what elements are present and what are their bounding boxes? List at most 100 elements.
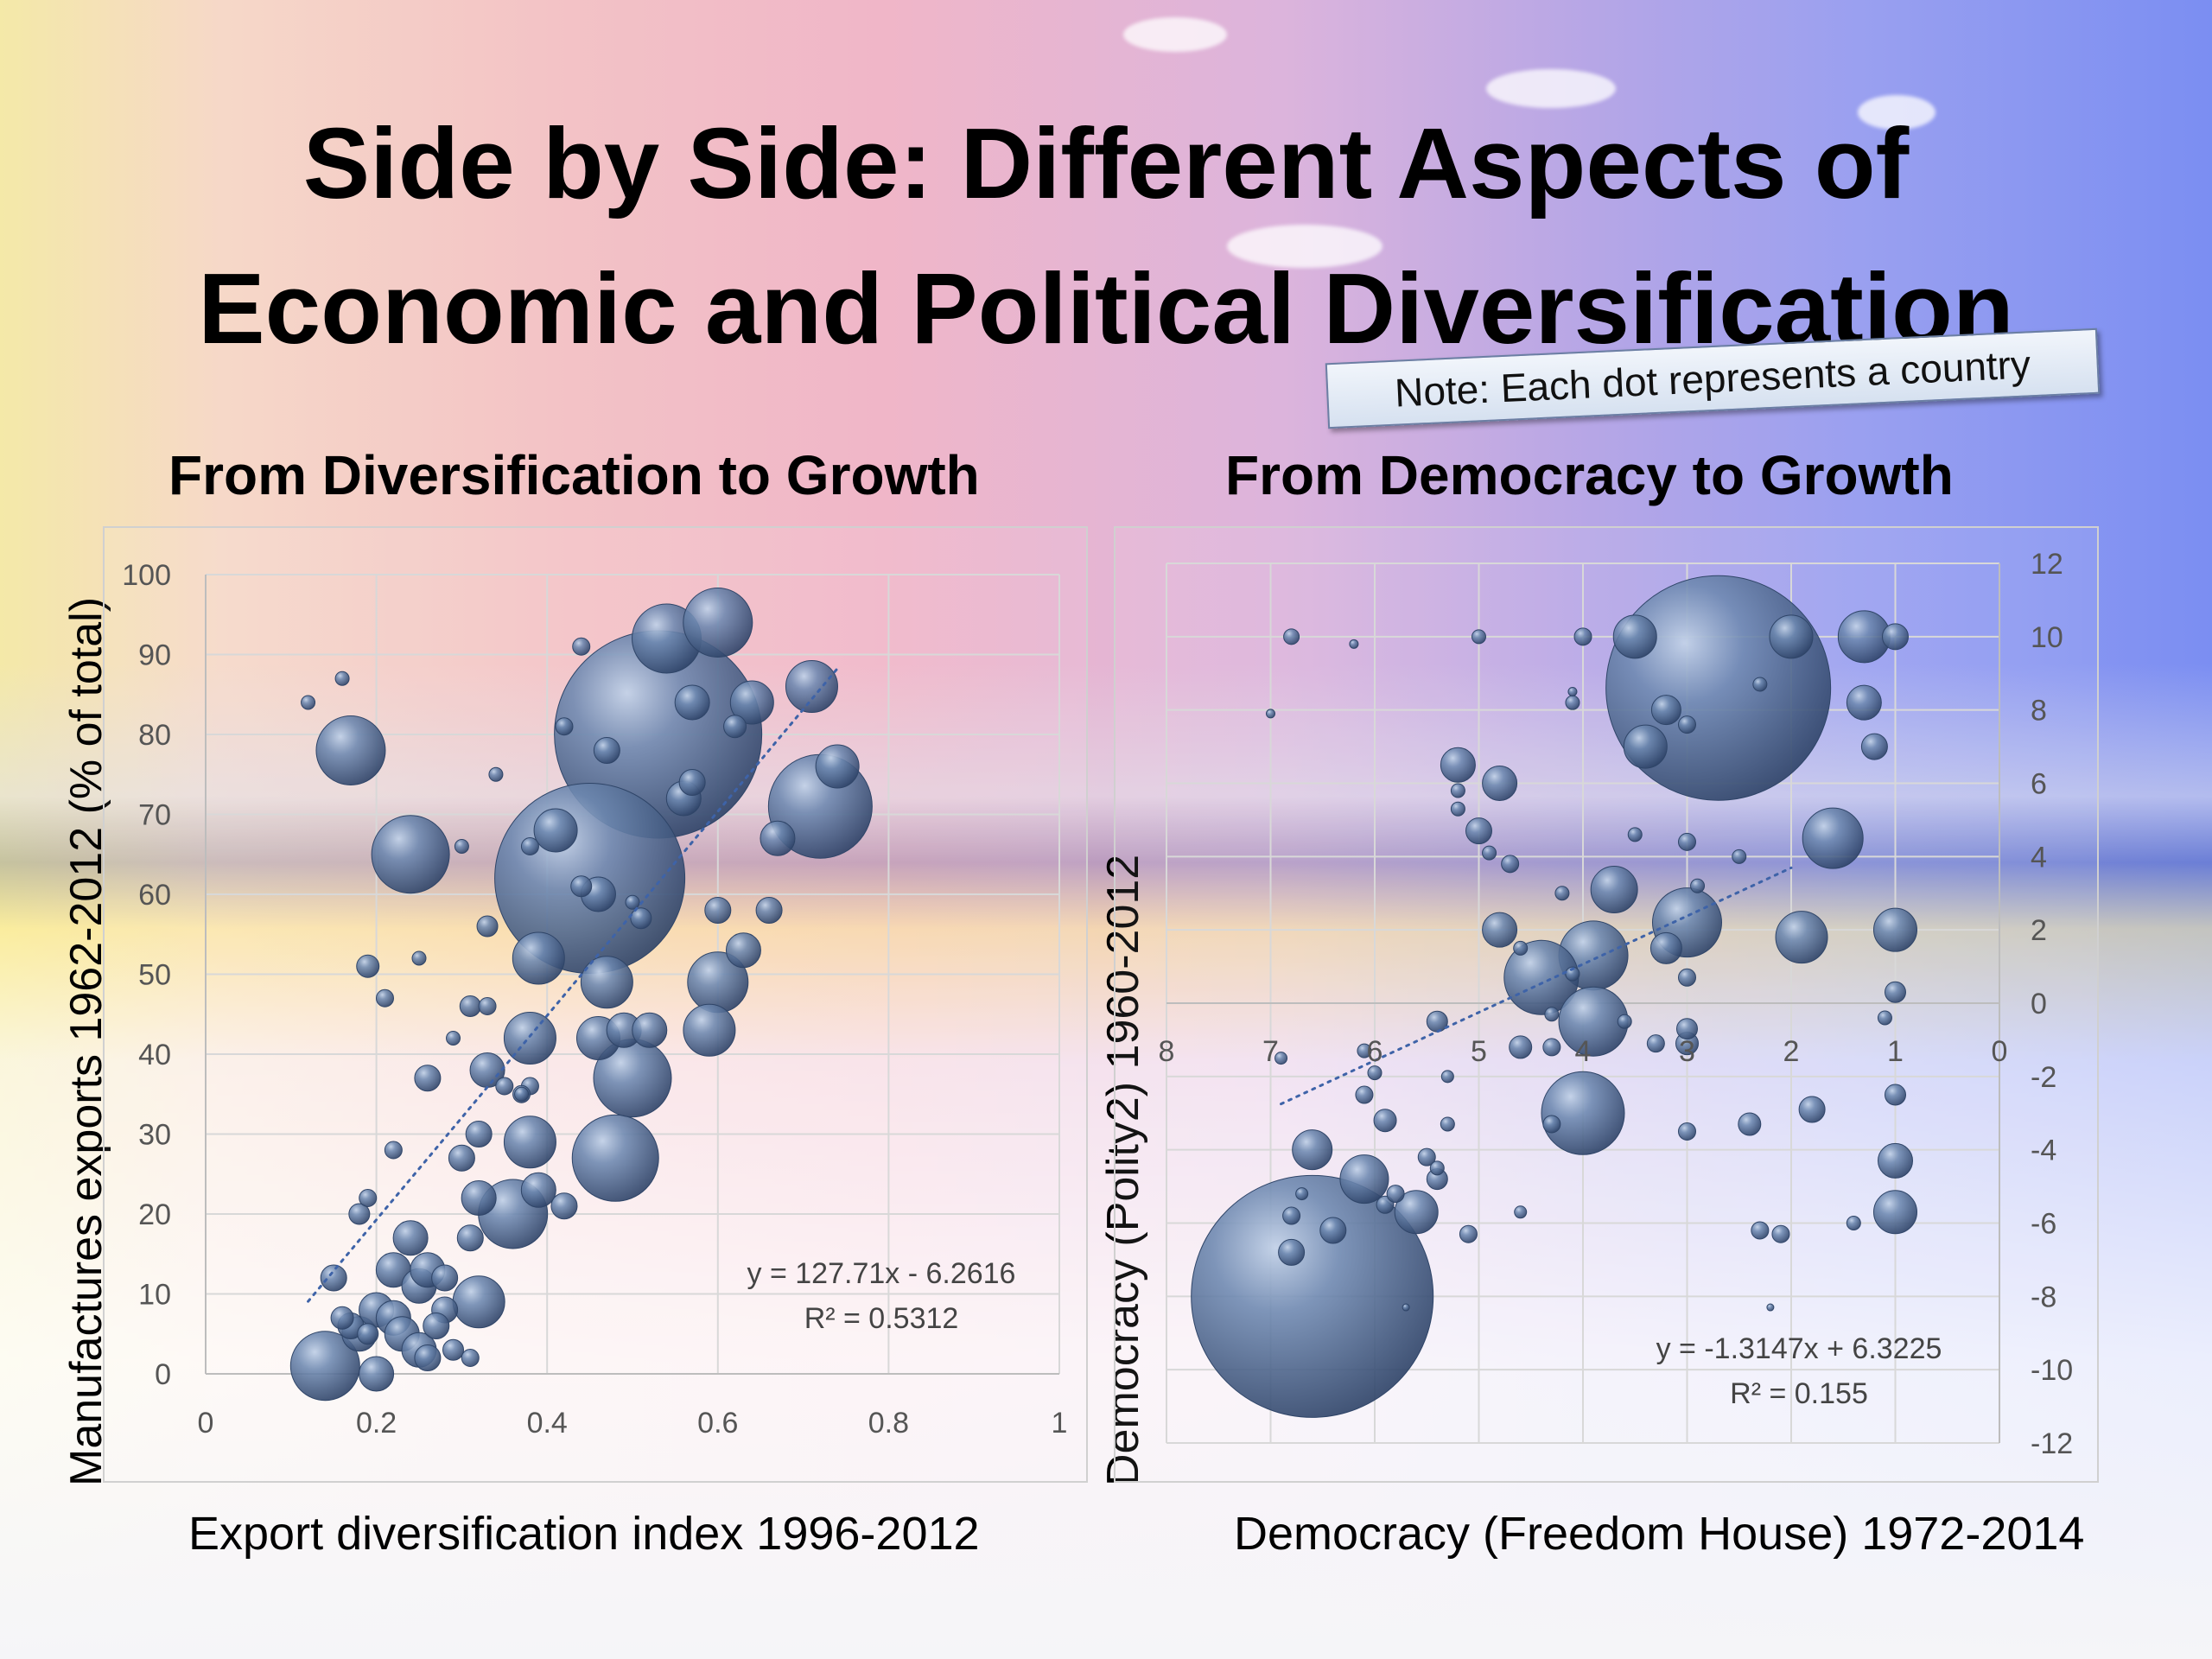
data-bubble [411, 950, 427, 966]
x-tick-label: 0 [198, 1407, 214, 1440]
trend-r-squared: R² = 0.155 [1730, 1377, 1868, 1410]
y-tick-label: 0 [155, 1358, 171, 1391]
data-bubble [334, 671, 350, 686]
data-bubble [1440, 1070, 1454, 1084]
x-tick-label: 0.8 [868, 1407, 909, 1440]
y-tick-label: 70 [138, 799, 171, 832]
y-tick-label: -2 [2031, 1061, 2056, 1094]
x-tick-label: 3 [1679, 1035, 1695, 1068]
title-line-1: Side by Side: Different Aspects of [302, 107, 1910, 219]
data-bubble [1429, 1160, 1445, 1176]
data-bubble [442, 1338, 465, 1361]
right-chart-xlabel: Democracy (Freedom House) 1972-2014 [1234, 1508, 2085, 1560]
data-bubble [1394, 1190, 1439, 1235]
data-bubble [1459, 1224, 1478, 1243]
data-bubble [1766, 1303, 1775, 1312]
trendline [1280, 866, 1793, 1106]
data-bubble [1373, 1109, 1397, 1133]
data-bubble [446, 1031, 461, 1046]
data-bubble [1514, 1205, 1528, 1219]
y-tick-label: 4 [2031, 841, 2047, 874]
data-bubble [1617, 1014, 1632, 1029]
trend-r-squared: R² = 0.5312 [804, 1302, 959, 1335]
x-tick-label: 1 [1052, 1407, 1068, 1440]
data-bubble [1386, 1185, 1405, 1204]
data-bubble [1417, 1147, 1436, 1166]
data-bubble [1402, 1303, 1410, 1312]
data-bubble [1509, 1035, 1533, 1059]
data-bubble [478, 997, 497, 1015]
data-bubble [1292, 1129, 1333, 1171]
data-bubble [1544, 1007, 1560, 1022]
data-bubble [1878, 1142, 1913, 1179]
data-bubble [1465, 817, 1492, 845]
data-bubble [1678, 1122, 1696, 1141]
x-tick-label: 2 [1783, 1035, 1800, 1068]
data-bubble [630, 907, 652, 930]
data-bubble [1482, 766, 1518, 801]
y-tick-label: 20 [138, 1198, 171, 1231]
y-tick-label: -8 [2031, 1281, 2056, 1313]
data-bubble [1678, 715, 1696, 734]
data-bubble [1573, 627, 1592, 646]
data-bubble [476, 915, 499, 938]
x-tick-label: 1 [1887, 1035, 1904, 1068]
data-bubble [456, 1224, 484, 1252]
data-bubble [1339, 1154, 1389, 1205]
data-bubble [725, 932, 761, 969]
data-bubble [1882, 623, 1909, 651]
data-bubble [356, 954, 380, 978]
data-bubble [1367, 1065, 1382, 1081]
paint-splash [1486, 69, 1616, 108]
data-bubble [465, 1121, 493, 1147]
x-tick-label: 0.2 [356, 1407, 397, 1440]
data-bubble [625, 894, 640, 910]
y-tick-label: 10 [138, 1279, 171, 1312]
data-bubble [1846, 684, 1882, 721]
y-tick-label: 90 [138, 639, 171, 672]
data-bubble [320, 1264, 347, 1292]
data-bubble [1678, 832, 1696, 851]
data-bubble [495, 1077, 514, 1096]
y-tick-label: 100 [122, 559, 171, 592]
data-bubble [785, 660, 838, 713]
data-bubble [371, 815, 450, 894]
paint-splash [1123, 17, 1227, 52]
data-bubble [533, 808, 578, 853]
data-bubble [1565, 966, 1580, 982]
data-bubble [461, 1349, 480, 1367]
data-bubble [414, 1065, 442, 1092]
data-bubble [1627, 827, 1643, 842]
data-bubble [1873, 1190, 1917, 1235]
data-bubble [1440, 747, 1476, 783]
data-bubble [1649, 931, 1682, 964]
data-bubble [1349, 639, 1359, 649]
data-bubble [461, 1180, 497, 1216]
y-tick-label: 80 [138, 719, 171, 752]
data-bubble [301, 695, 316, 710]
slide-title: Side by Side: Different Aspects of Econo… [0, 91, 2212, 381]
data-bubble [330, 1306, 354, 1330]
left-chart-xlabel: Export diversification index 1996-2012 [188, 1508, 980, 1560]
data-bubble [1191, 1174, 1434, 1418]
x-tick-label: 0.4 [527, 1407, 568, 1440]
data-bubble [452, 1275, 505, 1329]
data-bubble [1676, 1018, 1698, 1040]
y-tick-label: 40 [138, 1039, 171, 1071]
data-bubble [1565, 695, 1580, 710]
y-tick-label: 50 [138, 959, 171, 992]
y-tick-label: -12 [2031, 1427, 2073, 1460]
data-bubble [348, 1203, 371, 1225]
data-bubble [1738, 1112, 1762, 1136]
trend-equation: y = 127.71x - 6.2616 [747, 1257, 1016, 1290]
data-bubble [1355, 1085, 1374, 1104]
data-bubble [678, 769, 706, 796]
data-bubble [1426, 1010, 1448, 1033]
data-bubble [512, 931, 565, 985]
data-bubble [1440, 1116, 1455, 1132]
y-tick-label: -4 [2031, 1135, 2056, 1167]
data-bubble [375, 988, 394, 1007]
data-bubble [1846, 1216, 1861, 1230]
